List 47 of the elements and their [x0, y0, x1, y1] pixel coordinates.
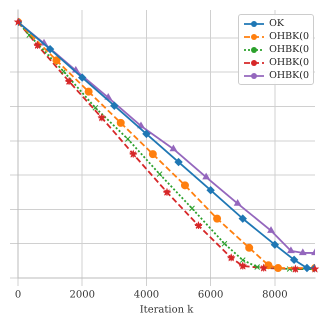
point [124, 136, 131, 142]
point [60, 68, 67, 74]
x-tick-label: 0 [14, 290, 22, 301]
x-tick-label: 6000 [198, 290, 224, 301]
point [170, 144, 177, 152]
point [180, 181, 189, 190]
point [270, 240, 279, 249]
x-axis-title: Iteration k [140, 304, 194, 316]
point [213, 214, 222, 223]
point [92, 104, 98, 111]
point [26, 32, 32, 38]
point [202, 173, 210, 180]
point [274, 264, 282, 272]
point [267, 226, 275, 233]
point [238, 214, 247, 223]
point [52, 56, 61, 64]
point [286, 266, 293, 272]
point [148, 150, 157, 158]
point [302, 264, 311, 272]
legend-label: OK [269, 18, 284, 29]
point [14, 18, 22, 26]
point [116, 118, 125, 127]
x-tick-label: 8000 [262, 290, 288, 301]
point [174, 158, 183, 166]
legend-label: OHBK(0 [269, 44, 309, 55]
point [189, 205, 195, 212]
point [206, 186, 215, 194]
point [84, 88, 93, 96]
point [290, 256, 298, 264]
point [142, 130, 150, 138]
legend-label: OHBK(0 [269, 70, 309, 81]
point [234, 200, 242, 206]
point [110, 102, 118, 110]
point [254, 264, 260, 270]
point [299, 248, 306, 256]
point [264, 261, 272, 270]
x-tick-label: 2000 [69, 290, 95, 301]
point [240, 257, 246, 264]
point [156, 171, 163, 178]
point [78, 74, 86, 82]
point [245, 244, 254, 252]
x-tick-label: 4000 [134, 290, 160, 301]
legend-label: OHBK(0 [269, 57, 309, 68]
legend-label: OHBK(0 [269, 31, 309, 42]
point [46, 45, 54, 54]
point [287, 246, 294, 254]
point [221, 240, 228, 247]
